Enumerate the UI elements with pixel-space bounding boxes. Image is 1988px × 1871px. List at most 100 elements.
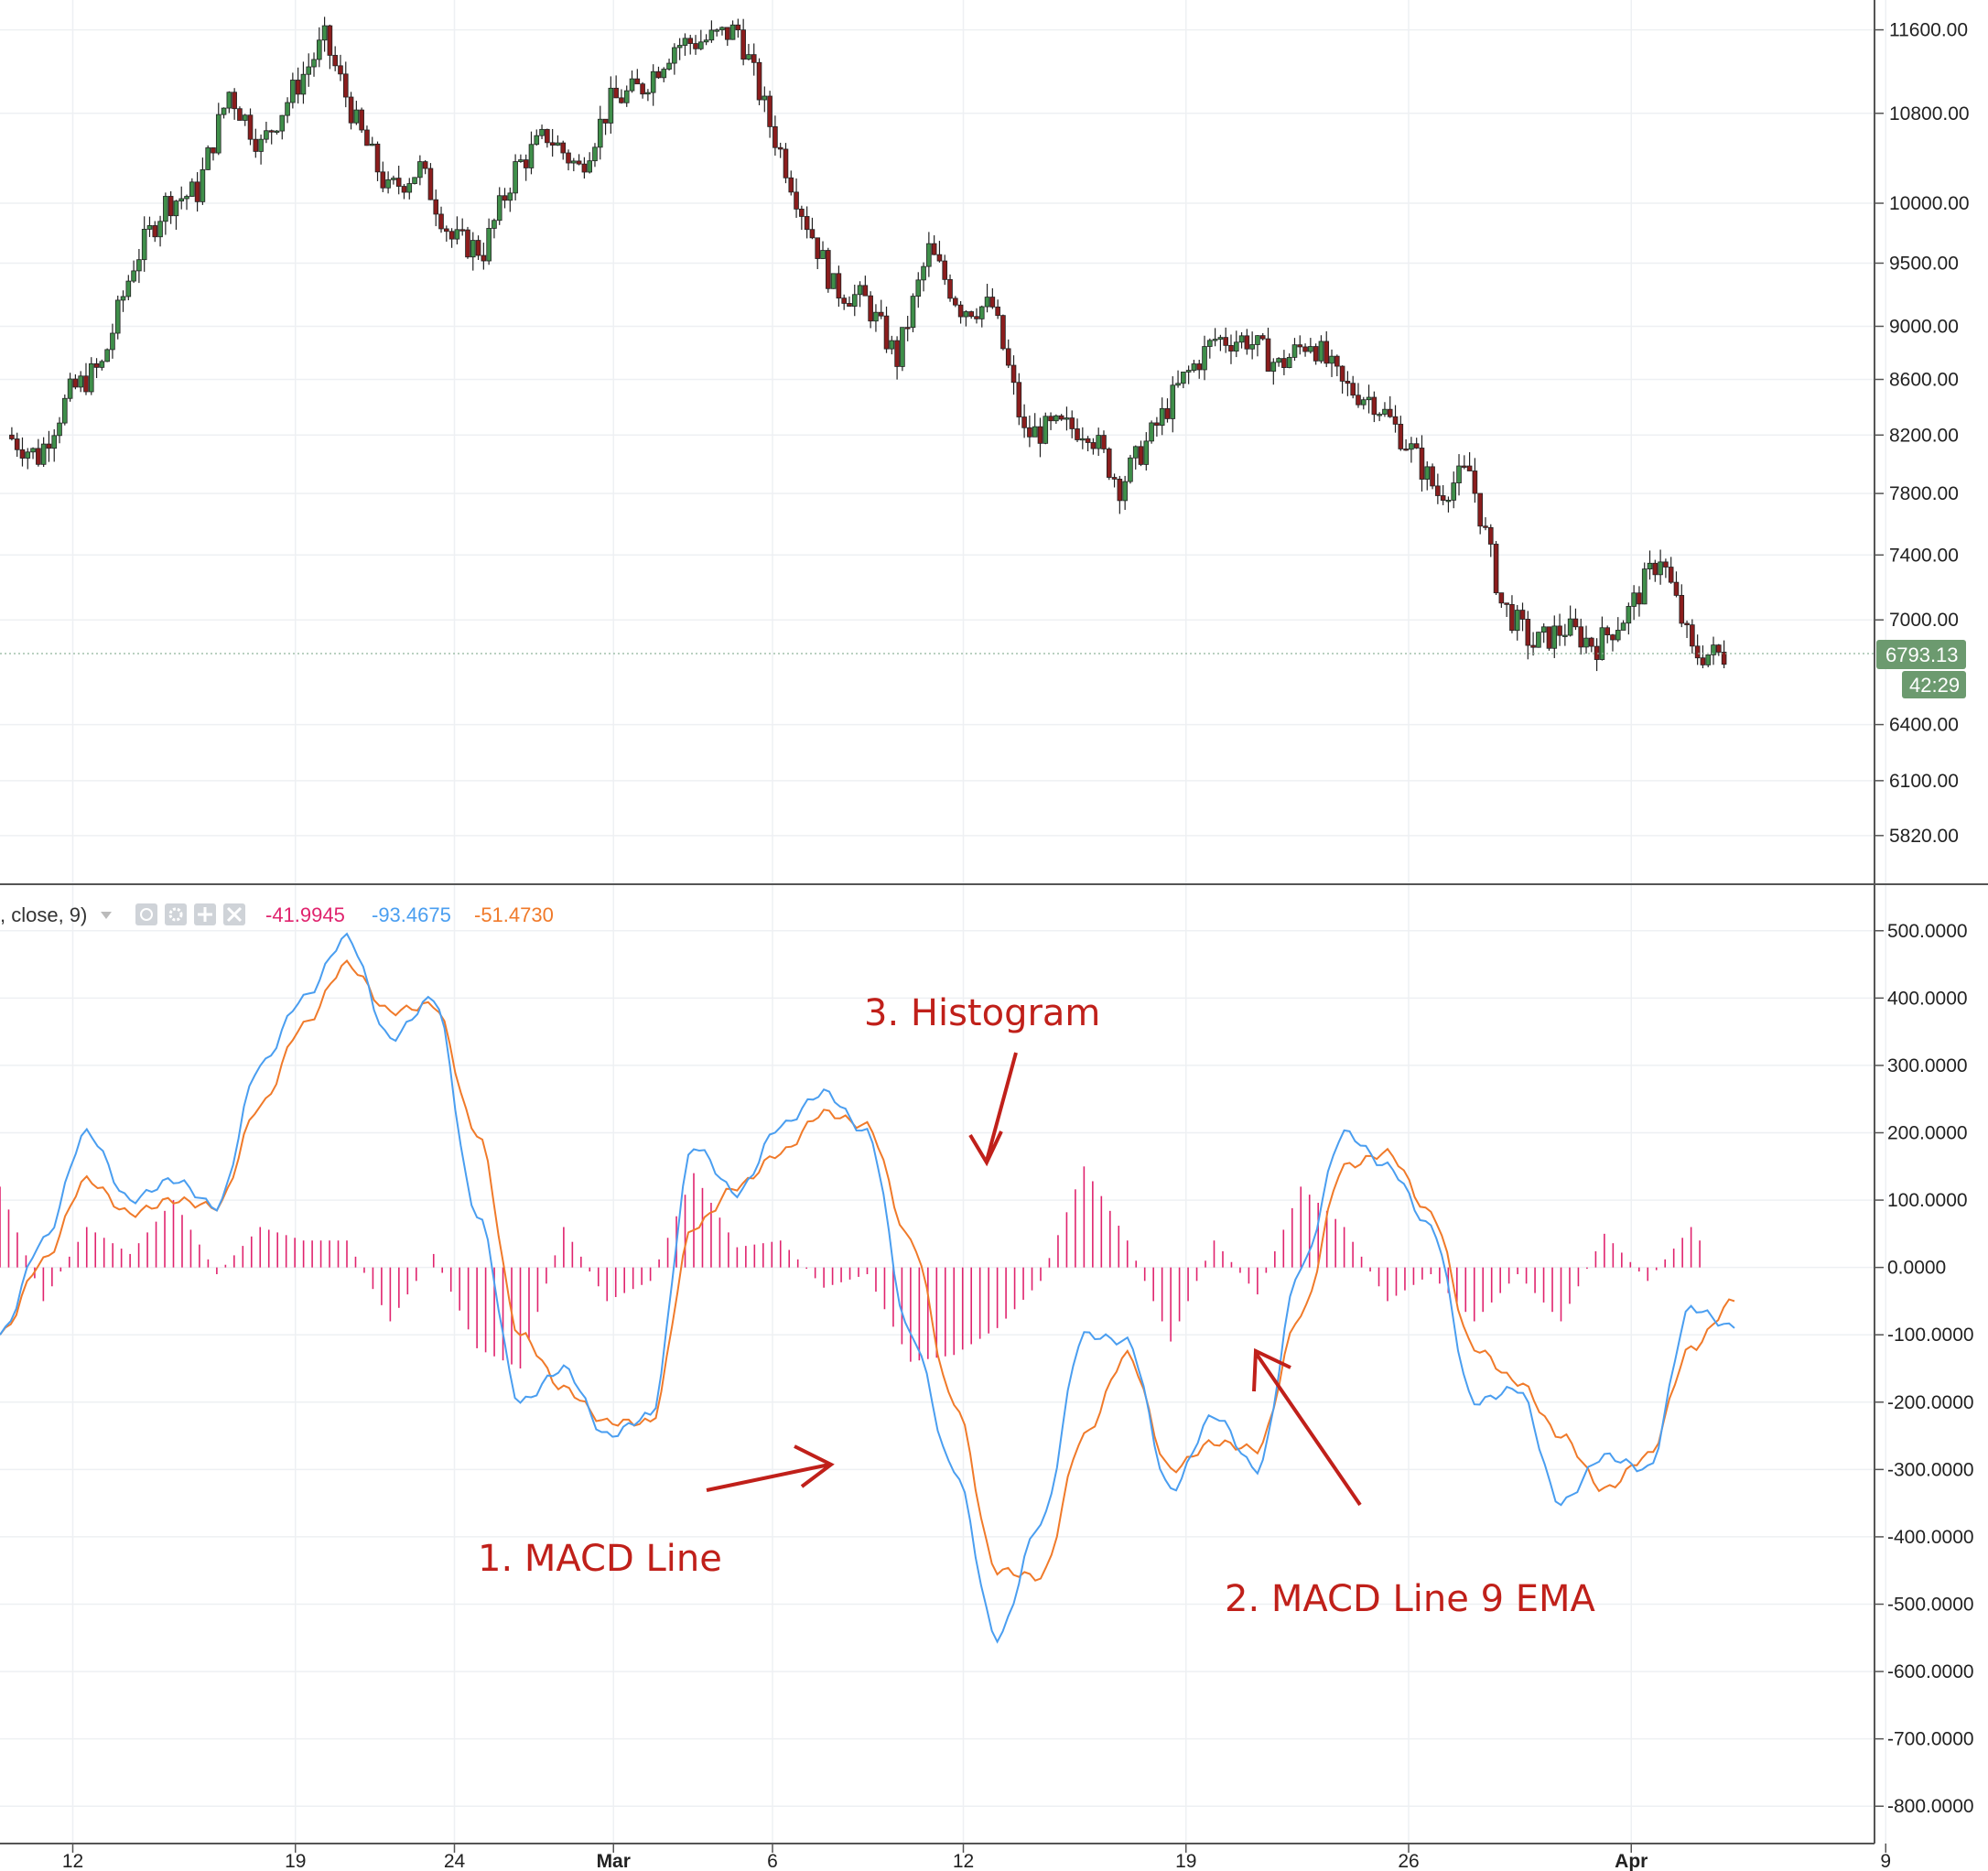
candle [1409, 437, 1414, 463]
candle [1711, 636, 1716, 665]
macd-tick-label: 100.0000 [1887, 1190, 1968, 1211]
candle [1128, 454, 1133, 484]
candle [232, 88, 237, 120]
candle [513, 154, 518, 200]
candle [698, 29, 704, 50]
candle [1509, 595, 1515, 633]
candle [826, 247, 831, 293]
candle [1392, 405, 1399, 433]
candle [1291, 338, 1298, 362]
chevron-down-icon[interactable] [101, 912, 112, 919]
candle [1435, 473, 1441, 504]
candle [1286, 353, 1292, 369]
candle [1451, 471, 1457, 509]
candle [729, 20, 736, 40]
candle [1658, 549, 1663, 585]
candle [1721, 640, 1727, 669]
candle [549, 128, 556, 157]
candle [342, 61, 349, 108]
candle [385, 171, 391, 194]
candle [820, 241, 826, 259]
candle [676, 38, 683, 60]
candle [167, 190, 174, 224]
candle [602, 118, 609, 135]
candle [1403, 438, 1409, 451]
gear-icon[interactable] [165, 903, 187, 925]
candle [629, 70, 635, 93]
candle [1233, 330, 1239, 358]
candle [1032, 413, 1038, 438]
candle [1514, 604, 1520, 641]
candle [1334, 354, 1340, 376]
eye-icon[interactable] [135, 903, 157, 925]
price-tick-label: 9500.00 [1889, 253, 1959, 274]
candle [1583, 625, 1589, 654]
macd-tick-label: -800.0000 [1887, 1796, 1974, 1817]
candle [1005, 339, 1011, 369]
candle [1673, 571, 1680, 598]
candle [1149, 420, 1154, 444]
price-axis[interactable]: 11600.00 10800.00 10000.00 9500.00 9000.00 86… [1875, 20, 1970, 847]
candle [433, 189, 439, 227]
candle [30, 447, 36, 460]
candle [904, 316, 911, 341]
macd-tick-label: 500.0000 [1887, 921, 1968, 942]
candle [714, 28, 719, 37]
candle [1462, 455, 1467, 470]
candle [1360, 396, 1367, 410]
candle [1578, 618, 1584, 655]
candle [1652, 559, 1658, 582]
candle [724, 27, 730, 47]
candle [751, 43, 757, 76]
candle [253, 128, 259, 158]
candle [306, 53, 312, 87]
candle [1530, 632, 1536, 656]
legend-macd-value: -93.4675 [372, 903, 451, 926]
candle [608, 76, 614, 135]
macd-axis[interactable]: 500.0000 400.0000 300.0000 200.0000 100.0000… [1875, 921, 1974, 1817]
candle [1265, 328, 1271, 372]
candle [1610, 633, 1615, 652]
candle [327, 24, 333, 70]
macd-tick-label: 400.0000 [1887, 988, 1968, 1009]
date-axis[interactable]: 12 19 24 Mar 6 12 19 26 Apr 9 [62, 1844, 1891, 1871]
price-tick-label: 10000.00 [1889, 193, 1970, 214]
arrow-macd-line [706, 1444, 835, 1492]
candle [290, 72, 296, 109]
candle [1705, 654, 1712, 667]
candle [1356, 383, 1361, 408]
price-tick-label: 6400.00 [1889, 715, 1959, 736]
candle [247, 108, 254, 146]
macd-tick-label: -400.0000 [1887, 1527, 1974, 1548]
candle [1589, 636, 1594, 653]
last-price-text: 6793.13 [1885, 643, 1959, 666]
candle [332, 46, 338, 71]
candle [1440, 485, 1446, 505]
arrow-histogram [968, 1052, 1018, 1167]
candle [401, 184, 407, 200]
date-tick-label: 19 [285, 1851, 306, 1871]
candle [836, 265, 842, 308]
candle [438, 206, 444, 233]
arrow-signal-line [1252, 1347, 1362, 1507]
candle [931, 235, 937, 255]
candle [1329, 349, 1334, 377]
candle [1080, 427, 1086, 449]
candle [1308, 338, 1313, 354]
candle [1504, 602, 1509, 618]
candle [1567, 605, 1573, 637]
candle [1132, 445, 1139, 470]
candle [1101, 430, 1107, 453]
candle [1498, 592, 1505, 609]
candle [1604, 625, 1610, 643]
indicator-legend: , close, 9) -41.9945 -93.4675 -51.4730 [0, 903, 554, 926]
candle [51, 429, 58, 462]
candle [353, 101, 360, 125]
price-tick-label: 11600.00 [1889, 20, 1968, 41]
candle [1111, 473, 1118, 488]
candle [1551, 615, 1558, 658]
candle [391, 175, 396, 185]
candle [1048, 412, 1053, 430]
candlestick-series [9, 16, 1727, 672]
candle [523, 154, 529, 181]
